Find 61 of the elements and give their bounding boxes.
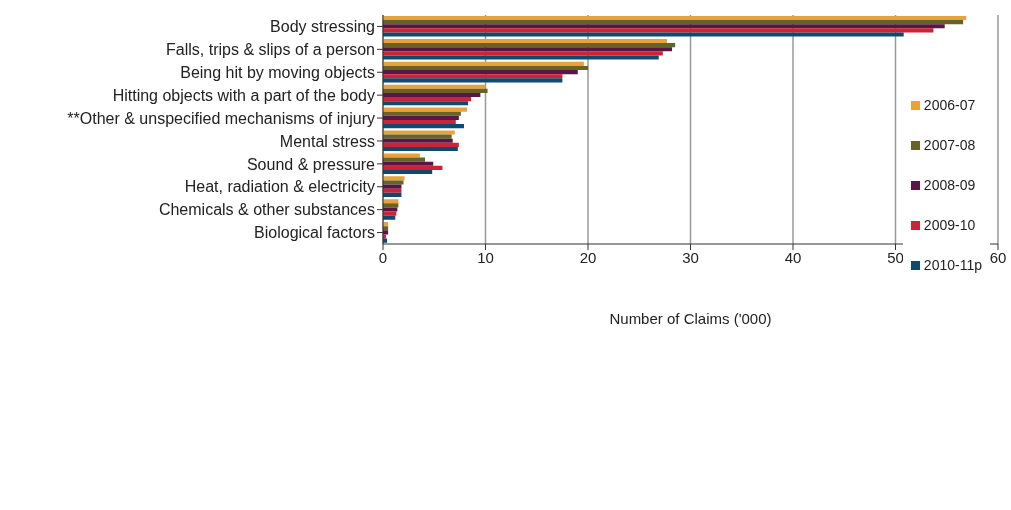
y-tick-label: Being hit by moving objects: [180, 63, 375, 81]
bar: [383, 65, 588, 71]
legend-label: 2009-10: [923, 217, 976, 233]
y-tick-label: Mental stress: [279, 132, 375, 150]
bar: [383, 38, 667, 44]
legend-label: 2010-11p: [923, 257, 982, 273]
bar: [383, 61, 584, 66]
bar: [383, 74, 563, 79]
bar: [383, 51, 663, 56]
x-tick-label: 0: [378, 248, 388, 266]
bar: [383, 24, 945, 29]
bar: [383, 146, 458, 152]
x-tick-label: 10: [477, 248, 494, 266]
x-tick-label: 60: [989, 248, 1007, 266]
bar: [383, 176, 405, 181]
bar: [383, 130, 455, 135]
bar: [383, 92, 481, 98]
x-tick-label: 50: [887, 248, 904, 266]
bar: [383, 84, 486, 89]
bar: [383, 16, 967, 21]
x-tick-label: 20: [579, 248, 597, 266]
bar: [383, 28, 934, 33]
bar: [383, 70, 578, 75]
bar: [383, 134, 452, 139]
bar: [383, 207, 398, 212]
y-tick-label: Hitting objects with a part of the body: [112, 86, 375, 104]
y-tick-label: **Other & unspecified mechanisms of injury: [67, 109, 375, 127]
x-axis-title: Number of Claims ('000): [609, 310, 772, 327]
legend-label: 2007-08: [923, 137, 976, 153]
bar: [383, 43, 676, 48]
bar: [383, 161, 434, 166]
bar: [383, 47, 673, 52]
y-tick-label: Chemicals & other substances: [158, 201, 375, 219]
bar: [383, 169, 433, 175]
y-tick-label: Falls, trips & slips of a person: [166, 41, 375, 59]
x-tick-label: 40: [784, 248, 802, 266]
legend-label: 2006-07: [923, 97, 976, 113]
bar: [383, 115, 459, 120]
y-tick-label: Biological factors: [254, 224, 375, 242]
y-tick-label: Body stressing: [270, 18, 375, 36]
bar: [383, 142, 459, 147]
bar: [383, 101, 469, 106]
bar: [383, 32, 904, 37]
y-tick-label: Sound & pressure: [246, 155, 376, 173]
bar: [383, 97, 472, 102]
bar: [383, 78, 563, 83]
bar: [383, 88, 488, 93]
bar: [383, 124, 464, 129]
bar: [383, 20, 964, 25]
x-tick-label: 30: [682, 248, 699, 266]
bar: [383, 55, 659, 60]
bar: [383, 157, 426, 162]
bar: [383, 180, 404, 185]
bar: [383, 153, 420, 158]
y-tick-label: Heat, radiation & electricity: [184, 178, 375, 196]
bar: [383, 107, 468, 112]
bar: [383, 138, 453, 143]
bar: [383, 165, 443, 170]
bar: [383, 119, 456, 125]
legend-label: 2008-09: [923, 177, 976, 193]
bar: [383, 111, 461, 116]
